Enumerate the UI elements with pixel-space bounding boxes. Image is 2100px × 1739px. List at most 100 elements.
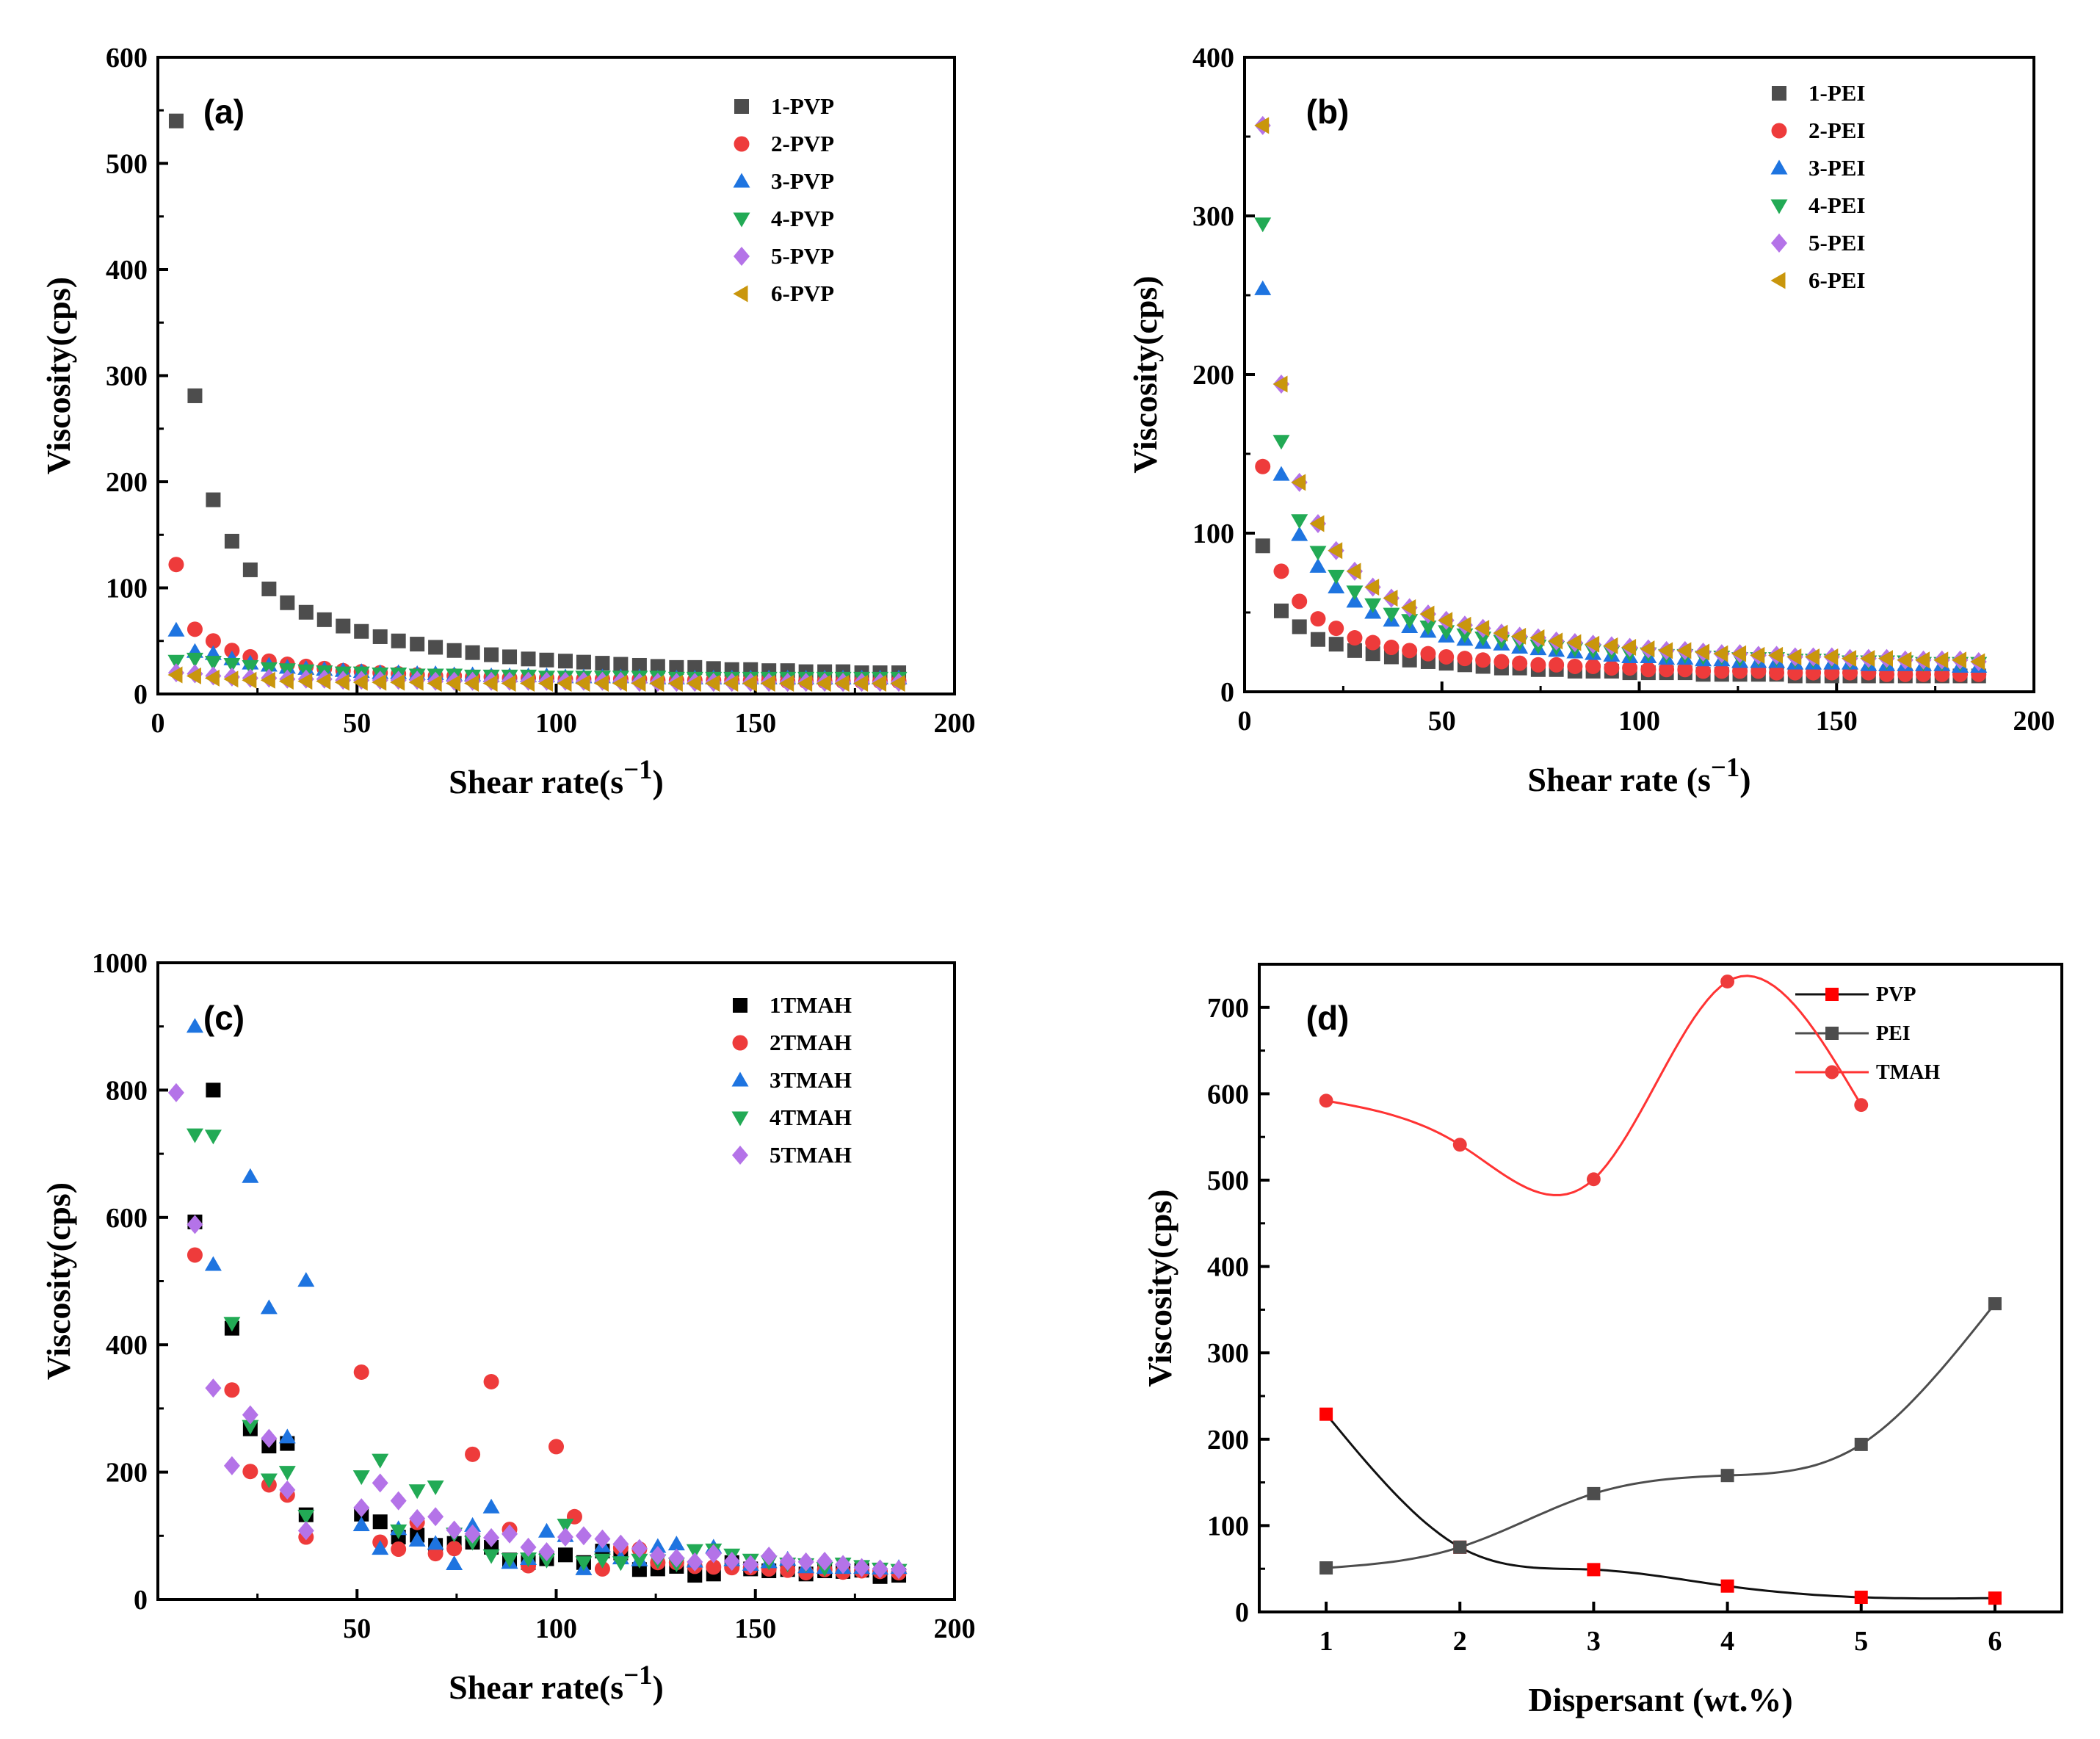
y-tick-label: 300 xyxy=(1192,201,1234,232)
series-line xyxy=(1325,975,1863,1196)
data-point xyxy=(520,675,535,693)
data-point xyxy=(168,557,184,573)
data-point xyxy=(548,1439,564,1455)
data-point xyxy=(1587,1563,1601,1577)
x-axis-label-sup: −1 xyxy=(623,754,652,784)
data-point xyxy=(186,652,203,668)
data-point xyxy=(1383,640,1400,656)
data-point xyxy=(1310,632,1325,647)
legend-label: 6-PVP xyxy=(771,281,834,306)
legend-label: TMAH xyxy=(1876,1061,1940,1084)
data-point xyxy=(204,669,220,687)
data-point xyxy=(1475,652,1491,668)
data-point xyxy=(761,1547,778,1566)
data-point xyxy=(779,1551,796,1571)
data-point xyxy=(502,649,518,665)
data-point xyxy=(297,1509,315,1525)
data-point xyxy=(1272,435,1290,450)
panel-tag: (d) xyxy=(1306,999,1350,1037)
data-point xyxy=(187,621,203,637)
x-tick-label: 100 xyxy=(535,708,577,739)
series-3-PEI xyxy=(1254,280,1988,673)
y-tick-label: 0 xyxy=(1220,677,1234,708)
y-tick-label: 400 xyxy=(1207,1252,1249,1283)
x-tick-label: 200 xyxy=(934,708,976,739)
legend-marker xyxy=(732,1146,748,1165)
legend-label: PEI xyxy=(1876,1022,1911,1045)
data-point xyxy=(428,640,443,655)
series-PEI xyxy=(1319,1297,2002,1575)
data-point xyxy=(705,1544,722,1563)
y-tick-label: 0 xyxy=(134,1585,148,1616)
data-point xyxy=(1878,650,1894,668)
data-point xyxy=(1603,637,1618,654)
data-point xyxy=(1401,614,1419,629)
data-point xyxy=(1347,630,1363,646)
legend-marker xyxy=(1825,988,1839,1001)
data-point xyxy=(723,1551,740,1571)
data-point xyxy=(1897,651,1912,669)
data-point xyxy=(372,673,387,691)
data-point xyxy=(187,1215,203,1234)
data-point xyxy=(1401,599,1416,617)
data-point xyxy=(446,1541,463,1557)
data-point xyxy=(446,1555,463,1570)
y-tick-label: 600 xyxy=(1207,1079,1249,1110)
data-point xyxy=(353,1498,370,1518)
x-tick-label: 50 xyxy=(343,1613,371,1644)
legend-marker xyxy=(734,247,750,266)
data-point xyxy=(224,643,240,659)
data-point xyxy=(427,1480,444,1496)
legend-label: 3-PVP xyxy=(771,168,834,194)
data-point xyxy=(1438,648,1455,665)
data-point xyxy=(427,675,442,693)
data-point xyxy=(816,675,831,693)
series-3-PVP xyxy=(167,621,908,684)
data-point xyxy=(1720,1469,1734,1483)
data-point xyxy=(186,667,201,684)
data-point xyxy=(575,1556,593,1572)
data-point xyxy=(668,1548,685,1568)
data-point xyxy=(1452,1138,1467,1152)
data-point xyxy=(1419,620,1437,635)
legend-label: 5-PEI xyxy=(1808,230,1866,256)
data-point xyxy=(537,675,553,693)
data-point xyxy=(1402,643,1418,659)
data-point xyxy=(223,670,239,688)
data-point xyxy=(483,1528,500,1547)
data-point xyxy=(427,1546,443,1562)
data-point xyxy=(297,1272,315,1287)
series-1-PVP xyxy=(168,113,907,681)
data-point xyxy=(575,1526,592,1546)
data-point xyxy=(1750,646,1765,664)
y-tick-label: 600 xyxy=(106,43,148,73)
y-tick-label: 100 xyxy=(1207,1511,1249,1541)
series-6-PEI xyxy=(1254,117,1985,670)
data-point xyxy=(557,654,573,669)
data-point xyxy=(1254,117,1270,134)
data-point xyxy=(1309,557,1327,573)
data-point xyxy=(1365,634,1381,651)
data-point xyxy=(1805,648,1820,665)
data-point xyxy=(779,675,794,693)
series-5-PEI xyxy=(1254,115,1987,671)
legend-label: 2-PVP xyxy=(771,131,834,156)
data-point xyxy=(1720,1579,1734,1593)
data-point xyxy=(242,1405,258,1425)
series-4TMAH xyxy=(186,1128,908,1579)
data-point xyxy=(1621,639,1637,657)
x-axis-label-main: Dispersant (wt.%) xyxy=(1528,1681,1792,1718)
data-point xyxy=(631,1539,648,1558)
data-point xyxy=(204,1256,222,1271)
data-point xyxy=(1319,1407,1333,1421)
data-point xyxy=(1347,643,1362,658)
data-point xyxy=(1383,590,1398,607)
data-point xyxy=(206,492,221,507)
data-point xyxy=(557,1519,574,1534)
data-point xyxy=(1988,1591,2002,1605)
data-point xyxy=(279,1480,296,1500)
data-point xyxy=(706,1559,722,1575)
data-point xyxy=(1493,654,1510,670)
data-point xyxy=(1769,665,1785,681)
data-point xyxy=(1364,578,1380,596)
